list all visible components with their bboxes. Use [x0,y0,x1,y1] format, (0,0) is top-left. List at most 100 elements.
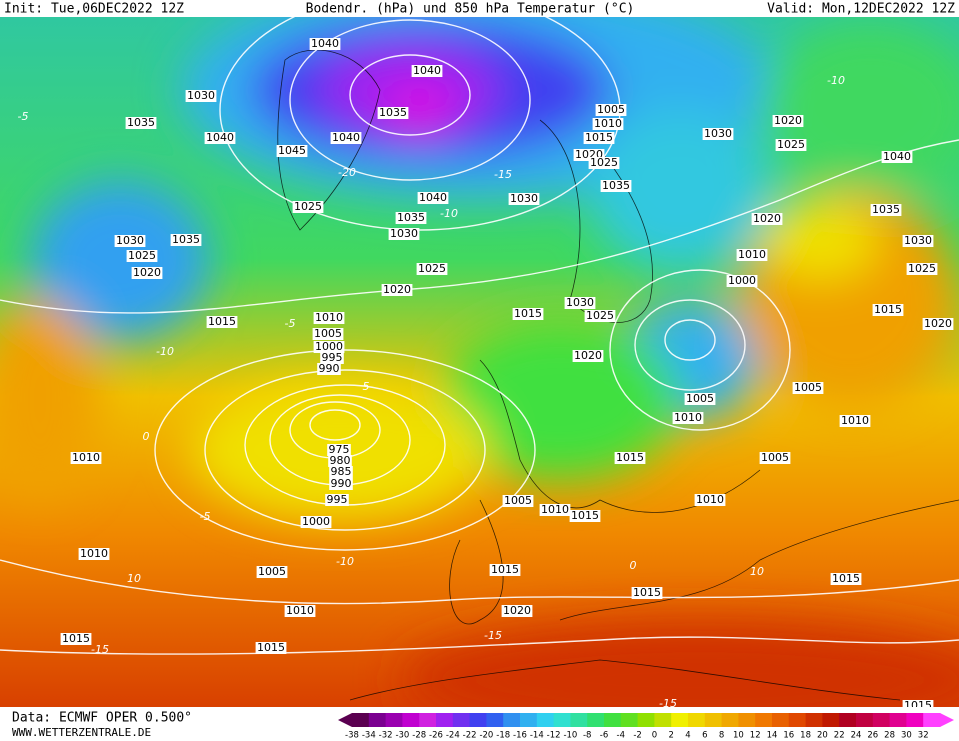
isobar-label-box [255,642,287,654]
colorbar-swatch [839,713,857,727]
isobar-label-box [309,38,341,50]
isobar-label: 1045 [278,144,306,157]
temperature-label: -15 [91,643,109,656]
isobar-label: 1030 [704,127,732,140]
isobar-label: 1020 [574,349,602,362]
isobar-label: 1040 [332,131,360,144]
isobar-label: 1010 [541,503,569,516]
colorbar-arrow-right [940,713,954,727]
temperature-label: -10 [336,555,354,568]
valid-time: Valid: Mon,12DEC2022 12Z [767,2,955,17]
colorbar-tick-label: 10 [733,731,744,741]
isobar-label-box [312,328,344,340]
colorbar-tick-label: -38 [345,731,359,741]
colorbar-swatch [436,713,454,727]
isobar-label-box [502,495,534,507]
isobar-label-box [256,566,288,578]
isobar-label: 1005 [597,103,625,116]
isobar-label-box [772,115,804,127]
colorbar-tick-label: -26 [429,731,443,741]
isobar-label-box [512,308,544,320]
temperature-label: -15 [484,629,502,642]
colorbar-tick-label: -32 [379,731,393,741]
isobar-label-box [588,157,620,169]
colorbar-tick-label: -8 [583,731,591,741]
isobar-label-box [684,393,716,405]
isobar-label: 1030 [187,89,215,102]
isobar-label-box [300,516,332,528]
isobar-label: 1040 [206,131,234,144]
colorbar-tick-label: -28 [412,731,426,741]
isobar-label-box [417,192,449,204]
colorbar-swatch [570,713,588,727]
colorbar-swatch [587,713,605,727]
isobar-label: 1015 [571,509,599,522]
isobar-label-box [70,452,102,464]
isobar-label: 975 [329,443,350,456]
isobar-label: 1005 [504,494,532,507]
isobar-label-box [388,228,420,240]
isobar-label: 1010 [738,248,766,261]
isobar-label: 1015 [904,699,932,712]
isobar-label: 1015 [616,451,644,464]
colorbar-swatch [704,713,723,727]
isobar-label-box [614,452,646,464]
colorbar-tick-label: 0 [652,731,657,741]
colorbar-swatch [553,713,571,727]
isobar-label: 1010 [674,411,702,424]
isobar-label: 1040 [883,150,911,163]
colorbar-swatch [368,713,387,727]
temperature-label: 0 [143,430,150,443]
temperature-label: -5 [200,510,211,523]
temperature-label: -5 [285,317,296,330]
colorbar-swatch [604,713,622,727]
isobar-label: 1015 [874,303,902,316]
isobar-label-box [539,504,571,516]
isobar-label: 1040 [419,191,447,204]
isobar-label: 1005 [314,327,342,340]
isobar-label: 1035 [397,211,425,224]
isobar-label: 1010 [72,451,100,464]
isobar-label: 1035 [379,106,407,119]
colorbar-swatch [385,713,403,727]
isobar-label: 980 [330,454,351,467]
isobar-label: 1020 [383,283,411,296]
isobar-label: 995 [322,351,343,364]
isobar-label-box [508,193,540,205]
isobar-label-box [411,65,443,77]
isobar-label-box [584,310,616,322]
isobar-label: 1025 [777,138,805,151]
colorbar-tick-label: -10 [563,731,577,741]
isobar-label-box [572,350,604,362]
isobar-label-box [872,304,904,316]
isobar-label: 1010 [841,414,869,427]
isobar-label-box [830,573,862,585]
isobar-label-box [313,341,345,353]
isobar-label: 1030 [116,234,144,247]
temperature-label: 10 [750,565,764,578]
colorbar-swatch [738,713,756,727]
isobar-label: 1035 [127,116,155,129]
isobar-label: 1010 [594,117,622,130]
isobar-label-box [327,444,351,456]
isobar-label-box [284,605,316,617]
isobar-label: 1025 [128,249,156,262]
colorbar-swatch [419,713,437,727]
isobar-label-box [325,494,349,506]
temperature-label: 10 [127,572,141,585]
colorbar-tick-label: 14 [767,731,778,741]
map-title: Bodendr. (hPa) und 850 hPa Temperatur (°… [306,2,635,17]
isobar-label: 1025 [418,262,446,275]
isobar-label: 1010 [80,547,108,560]
isobar-label: 1025 [908,262,936,275]
isobar-label: 1035 [872,203,900,216]
colorbar-swatch [520,713,538,727]
isobar-label-box [569,510,601,522]
colorbar-tick-label: -30 [395,731,409,741]
map-labels: 1040 1040 1030 1035 1040 1035 1040 1045 1025 1040… [18,37,954,712]
colorbar-swatch [469,713,487,727]
isobar-label: 1015 [633,586,661,599]
colorbar-swatch [620,713,639,727]
isobar-label-box [600,180,632,192]
colorbar-swatch [452,713,471,727]
